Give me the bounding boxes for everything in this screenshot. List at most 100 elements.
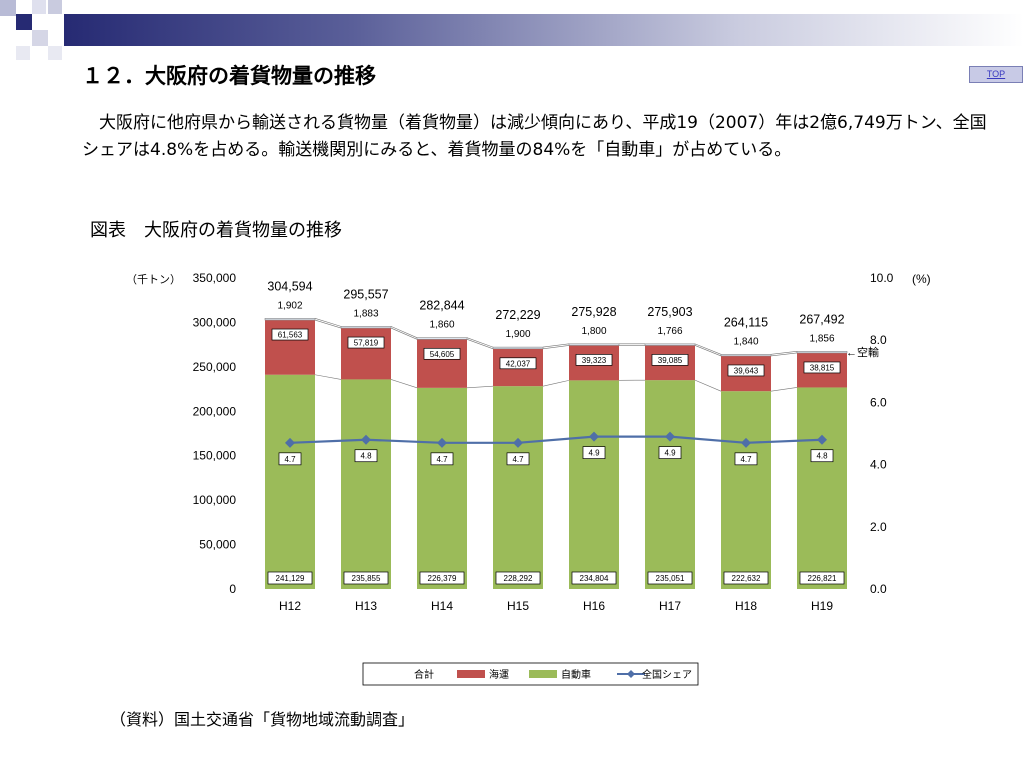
top-link[interactable]: TOP [969,66,1023,83]
legend-label-share: 全国シェア [642,668,692,681]
data-label-total: 267,492 [799,312,844,326]
data-label-auto: 235,855 [352,574,381,583]
series-connector [770,387,798,392]
y-axis-unit: （千トン） [126,273,181,286]
data-label-share: 4.9 [664,449,676,458]
series-connector [466,385,494,389]
data-label-total: 275,903 [647,305,692,319]
data-label-sea: 61,563 [278,331,303,340]
series-connector [390,327,418,340]
data-label-share: 4.7 [740,455,752,464]
bar-air [644,343,696,346]
bar-air [264,318,316,321]
label-box [571,571,617,585]
label-box [799,571,845,585]
data-label-auto: 241,129 [276,574,305,583]
y-tick-label: 200,000 [193,404,237,418]
bar-sea [417,339,467,388]
series-connector [694,343,722,355]
label-box [267,571,313,585]
label-box [734,452,758,466]
data-label-air: 1,902 [277,300,302,311]
data-label-share: 4.7 [284,455,296,464]
legend-marker-share [627,670,635,678]
label-box [810,449,834,463]
y-tick-label: 100,000 [193,493,237,507]
data-label-auto: 226,821 [808,574,837,583]
label-box [499,357,537,370]
label-box [647,571,693,585]
bar-auto [645,380,695,589]
data-label-auto: 234,804 [580,574,609,583]
data-label-auto: 222,632 [732,574,761,583]
legend-label-auto: 自動車 [561,668,591,681]
data-label-sea: 39,085 [658,356,683,365]
data-label-total: 272,229 [495,308,540,322]
label-box [343,571,389,585]
label-box [582,446,606,459]
bar-auto [721,391,771,589]
annotation-air: ←空輸 [846,345,879,359]
data-label-sea: 57,819 [354,339,379,348]
bar-sea [265,320,315,375]
source-note: （資料）国土交通省「貨物地域流動調査」 [110,710,415,729]
share-point [665,431,675,442]
y2-tick-label: 4.0 [870,458,887,472]
data-label-sea: 54,605 [430,350,455,359]
data-label-share: 4.9 [588,449,600,458]
series-connector [770,352,798,357]
series-connector [314,319,342,329]
y-tick-label: 250,000 [193,360,237,374]
figure-title: 図表 大阪府の着貨物量の推移 [90,220,342,241]
header-bar [64,14,1024,46]
bar-auto [341,379,391,589]
data-label-auto: 228,292 [504,574,533,583]
legend-label-sea: 海運 [489,668,509,681]
series-connector [466,337,494,348]
data-label-air: 1,800 [581,326,606,337]
bar-sea [341,328,391,380]
label-box [271,328,309,341]
bar-auto [417,387,467,589]
bar-auto [493,386,543,589]
label-box [278,452,302,466]
series-connector [314,374,342,380]
data-label-air: 1,840 [733,336,758,347]
legend-label-total: 合計 [414,668,434,681]
share-point [361,434,371,445]
description-text: 大阪府に他府県から輸送される貨物量（着貨物量）は減少傾向にあり、平成19（200… [82,113,987,160]
data-label-air: 1,900 [505,329,530,340]
y-tick-label: 0 [229,582,236,596]
bar-air [416,337,468,340]
data-label-sea: 39,323 [582,356,607,365]
legend-swatch-auto [529,670,557,678]
series-connector [694,345,722,357]
share-point [741,437,751,448]
label-box [506,452,530,466]
y2-tick-label: 0.0 [870,582,887,596]
share-point [513,437,523,448]
y2-tick-label: 6.0 [870,395,887,409]
data-label-share: 4.7 [436,455,448,464]
y2-axis-unit: (%) [912,272,931,286]
x-tick-label: H19 [811,599,833,613]
data-label-sea: 39,643 [734,366,759,375]
label-box [658,446,682,459]
series-connector [390,326,418,338]
data-label-total: 304,594 [267,279,312,293]
share-point [589,431,599,442]
x-tick-label: H13 [355,599,377,613]
series-connector [390,379,418,389]
x-tick-label: H17 [659,599,681,613]
bar-air [720,354,772,357]
bar-air [492,346,544,350]
x-tick-label: H14 [431,599,453,613]
label-box [575,354,613,366]
series-connector [542,343,570,348]
data-label-air: 1,860 [429,320,454,331]
label-box [803,361,841,374]
label-box [430,452,454,466]
data-label-air: 1,766 [657,326,682,337]
label-box [347,336,385,349]
